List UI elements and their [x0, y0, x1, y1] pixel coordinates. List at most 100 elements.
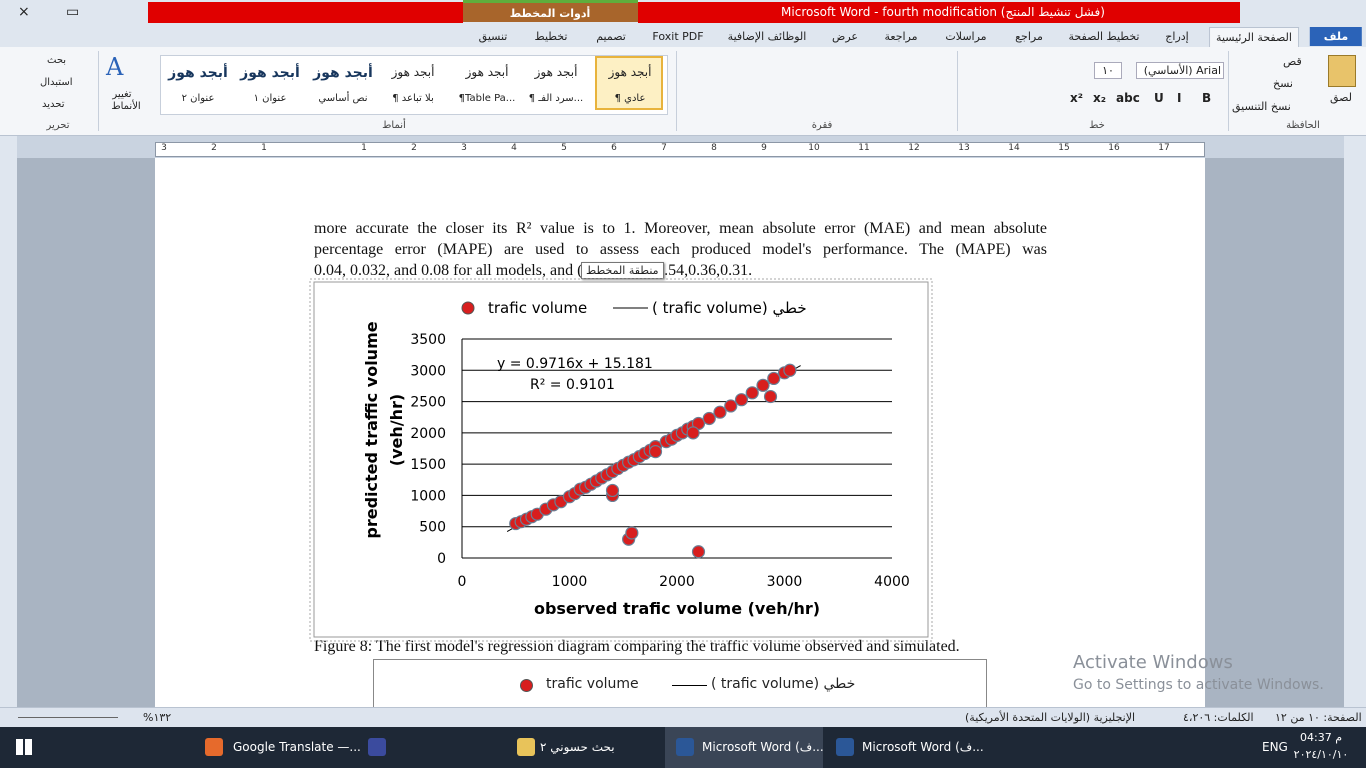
change-styles[interactable]: الأنماط — [111, 101, 141, 112]
ruler-number: 9 — [761, 143, 767, 153]
legend-marker — [520, 679, 533, 692]
separator — [676, 51, 677, 131]
paste-icon[interactable] — [1328, 55, 1356, 87]
style-name[interactable]: عنوان ٢ — [181, 93, 215, 104]
ruler-number: 2 — [411, 143, 417, 153]
zoom-slider[interactable] — [18, 717, 118, 718]
style-preview[interactable]: أبجد هوز — [534, 65, 578, 79]
format-button[interactable]: x² — [1070, 91, 1083, 105]
input-language[interactable]: ENG — [1262, 740, 1288, 754]
format-button[interactable]: U — [1154, 91, 1164, 105]
data-point — [767, 371, 781, 386]
group-label: أنماط — [382, 120, 406, 131]
legend-label: trafic volume — [488, 299, 587, 317]
app-icon[interactable] — [517, 738, 535, 756]
style-name[interactable]: نص أساسي — [318, 93, 368, 104]
style-name[interactable]: ¶Table Pa... — [458, 93, 516, 104]
clipboard-button[interactable]: نسخ — [1273, 77, 1293, 90]
activate-text: Go to Settings to activate Windows. — [1073, 677, 1324, 693]
data-point — [702, 411, 716, 426]
clock-date[interactable]: ٢٠٢٤/١٠/١٠ — [1293, 748, 1349, 761]
data-point — [625, 526, 639, 540]
taskbar-item[interactable]: Microsoft Word (ف... — [862, 740, 984, 754]
ribbon-tab[interactable]: مراسلات — [945, 30, 987, 43]
status-bar: الصفحة: ١٠ من ١٢ الكلمات: ٤،٢٠٦ الإنجليزية… — [0, 707, 1366, 728]
editing-button[interactable]: تحديد — [42, 99, 65, 110]
format-button[interactable]: x₂ — [1093, 91, 1106, 105]
style-preview[interactable]: أبجد هوز — [391, 65, 435, 79]
context-subtab[interactable]: تنسيق — [478, 30, 508, 43]
editing-button[interactable]: استبدال — [40, 77, 73, 88]
ribbon-tab[interactable]: إدراج — [1165, 30, 1189, 43]
window-button[interactable]: ▭ — [66, 4, 80, 20]
ruler-number: 14 — [1008, 143, 1020, 153]
editing-button[interactable]: بحث — [47, 55, 67, 66]
style-name[interactable]: عنوان ١ — [253, 93, 287, 104]
r-squared: R² = 0.9101 — [530, 377, 615, 393]
clock-time[interactable]: 04:37 م — [1299, 731, 1343, 744]
window-button[interactable]: × — [18, 4, 30, 20]
taskbar-item[interactable]: Google Translate —... — [233, 740, 361, 754]
style-name[interactable]: ¶ سرد الفـ... — [528, 93, 584, 104]
ribbon-tab[interactable]: Foxit PDF — [652, 30, 704, 43]
app-icon[interactable] — [676, 738, 694, 756]
change-styles-icon[interactable]: A — [106, 53, 124, 81]
ribbon-tab[interactable]: تخطيط الصفحة — [1068, 30, 1140, 43]
clipboard-button[interactable]: نسخ التنسيق — [1232, 100, 1291, 113]
x-tick-label: 4000 — [874, 574, 910, 590]
group-label: خط — [1089, 120, 1105, 131]
app-icon[interactable] — [836, 738, 854, 756]
ribbon-tab[interactable]: الصفحة الرئيسية — [1209, 27, 1299, 47]
context-subtab[interactable]: تصميم — [596, 30, 626, 43]
word-count[interactable]: الكلمات: ٤،٢٠٦ — [1183, 711, 1254, 724]
font-name[interactable]: Arial (الأساسي) — [1136, 62, 1224, 79]
data-point — [691, 545, 706, 559]
paragraph-line: percentage error (MAPE) are used to asse… — [314, 241, 1047, 258]
taskbar-item[interactable]: بحث حسوني ٢ — [540, 740, 615, 754]
change-styles[interactable]: تغيير — [112, 89, 132, 100]
ribbon-tab[interactable]: مراجعة — [884, 30, 918, 43]
taskbar-item[interactable]: Microsoft Word (ف... — [702, 740, 824, 754]
style-name[interactable]: ¶ بلا تباعد — [392, 93, 434, 104]
ribbon-tab[interactable]: الوظائف الإضافية — [727, 30, 807, 43]
data-point — [783, 363, 797, 377]
ruler-number: 3 — [461, 143, 467, 153]
start-button[interactable] — [16, 739, 32, 755]
context-subtab[interactable]: تخطيط — [534, 30, 568, 43]
scrollbar[interactable] — [1344, 136, 1366, 707]
chart[interactable]: 0 500 1000 1500 2000 2500 3000 3500 0 1000 2000 300… — [308, 278, 936, 643]
ribbon-tab[interactable]: عرض — [832, 30, 858, 43]
app-icon[interactable] — [205, 738, 223, 756]
style-preview[interactable]: أبجد هوز — [240, 65, 300, 81]
clipboard-button[interactable]: قص — [1283, 55, 1302, 68]
y-tick-label: 0 — [437, 551, 446, 567]
y-tick-label: 2500 — [410, 395, 446, 411]
x-tick-label: 3000 — [767, 574, 803, 590]
legend-label: ( trafic volume) خطي — [652, 299, 807, 318]
ribbon-tab[interactable]: ملف — [1309, 27, 1363, 46]
style-preview[interactable]: أبجد هوز — [608, 65, 652, 79]
ribbon-tab[interactable]: مراجع — [1015, 30, 1043, 43]
data-point — [713, 405, 727, 419]
format-button[interactable]: I — [1177, 91, 1182, 105]
ruler-number: 8 — [711, 143, 717, 153]
paste-button[interactable]: لصق — [1329, 91, 1353, 104]
font-size[interactable]: ١٠ — [1094, 62, 1122, 79]
app-icon[interactable] — [368, 738, 386, 756]
format-button[interactable]: B — [1202, 91, 1212, 105]
group-label: الحافظة — [1286, 120, 1320, 131]
language[interactable]: الإنجليزية (الولايات المتحدة الأمريكية) — [965, 711, 1136, 724]
style-preview[interactable]: أبجد هوز — [465, 65, 509, 79]
style-preview[interactable]: أبجد هوز — [168, 65, 228, 81]
y-tick-label: 3500 — [410, 332, 446, 348]
paragraph-line: more accurate the closer its R² value is… — [314, 220, 1047, 237]
style-name[interactable]: ¶ عادي — [614, 93, 646, 104]
style-preview[interactable]: أبجد هوز — [313, 65, 373, 81]
format-button[interactable]: abc — [1116, 91, 1140, 105]
ruler-number: 15 — [1058, 143, 1070, 153]
figure-caption: Figure 8: The first model's regression d… — [314, 638, 960, 655]
zoom-level[interactable]: %١٣٢ — [143, 711, 172, 724]
ruler-number: 1 — [261, 143, 267, 153]
page-count[interactable]: الصفحة: ١٠ من ١٢ — [1275, 711, 1362, 724]
